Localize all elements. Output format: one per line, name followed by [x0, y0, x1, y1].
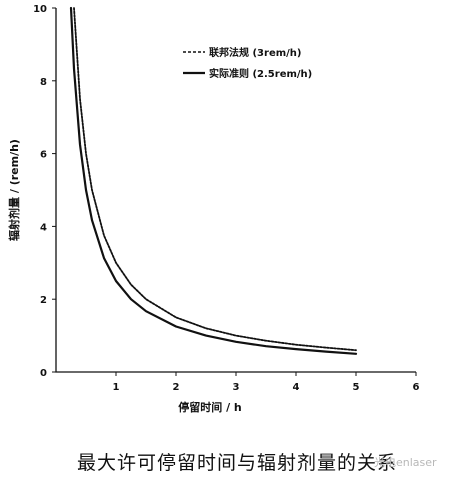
y-axis-ticks: 0 2 4 6 8 10 [33, 4, 56, 379]
x-tick-label: 1 [113, 382, 120, 393]
x-tick-label: 5 [353, 382, 360, 393]
y-tick-label: 4 [40, 222, 47, 233]
legend-label-practical: 实际准则 (2.5rem/h) [209, 67, 312, 80]
x-tick-label: 4 [293, 382, 300, 393]
legend: 联邦法规 (3rem/h) 实际准则 (2.5rem/h) [183, 46, 312, 80]
series-line-federal [73, 7, 357, 352]
y-tick-label: 2 [40, 295, 47, 306]
y-tick-label: 6 [40, 150, 47, 161]
dose-time-chart: 1 2 3 4 5 6 0 2 4 6 8 10 联邦法规 (3rem/h) 实际准则 (2.5re… [7, 4, 420, 414]
x-tick-label: 6 [413, 382, 420, 393]
y-tick-label: 8 [40, 77, 47, 88]
x-tick-label: 3 [233, 382, 240, 393]
figure-caption: 最大许可停留时间与辐射剂量的关系 [76, 452, 397, 474]
plot-area [55, 8, 416, 373]
legend-label-federal: 联邦法规 (3rem/h) [209, 46, 302, 59]
axes-frame [55, 8, 416, 373]
y-tick-label: 10 [33, 4, 47, 15]
y-axis-title: 辐射剂量 / (rem/h) [7, 139, 21, 241]
series-layer [69, 6, 358, 355]
x-tick-label: 2 [173, 382, 180, 393]
x-axis-ticks: 1 2 3 4 5 6 [113, 372, 420, 393]
y-tick-label: 0 [40, 368, 47, 379]
x-axis-title: 停留时间 / h [178, 400, 242, 414]
series-line-practical [69, 6, 358, 355]
watermark: 光电enlaser [374, 456, 437, 469]
